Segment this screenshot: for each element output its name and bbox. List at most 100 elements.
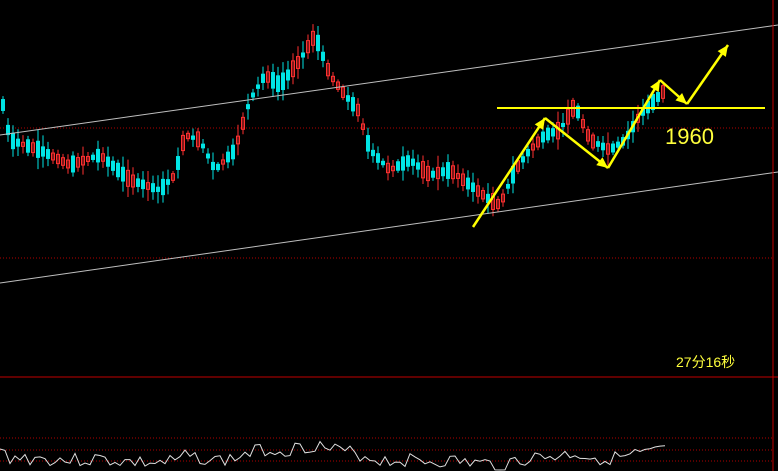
dotted-price-levels xyxy=(0,127,773,259)
candle-6 xyxy=(31,138,35,157)
candle-82 xyxy=(411,149,415,175)
candle-38 xyxy=(191,128,195,147)
candle-94 xyxy=(471,172,475,202)
candle-19 xyxy=(96,140,100,171)
candle-76 xyxy=(381,158,385,168)
candle-39 xyxy=(196,128,200,151)
candle-121 xyxy=(606,132,610,166)
candle-81 xyxy=(406,150,410,172)
candle-20 xyxy=(101,147,105,168)
candle-80 xyxy=(401,146,405,181)
candle-5 xyxy=(26,135,30,157)
candle-32 xyxy=(161,171,165,203)
candle-68 xyxy=(341,84,345,101)
candle-23 xyxy=(116,159,120,181)
candle-77 xyxy=(386,155,390,181)
candle-21 xyxy=(106,146,110,177)
candle-4 xyxy=(21,135,25,154)
candle-83 xyxy=(416,154,420,178)
candle-65 xyxy=(326,59,330,80)
candle-22 xyxy=(111,156,115,176)
candle-54 xyxy=(271,63,275,97)
candle-96 xyxy=(481,187,485,203)
candle-43 xyxy=(216,161,220,173)
candle-42 xyxy=(211,152,215,180)
candle-130 xyxy=(651,91,655,113)
candle-85 xyxy=(426,160,430,187)
candle-117 xyxy=(586,125,590,145)
candle-7 xyxy=(36,129,40,170)
candle-98 xyxy=(491,186,495,217)
candle-106 xyxy=(531,135,535,159)
level-label-1960: 1960 xyxy=(665,124,714,149)
candle-120 xyxy=(601,136,605,157)
projection-arrow-4 xyxy=(659,79,688,105)
candle-92 xyxy=(461,168,465,192)
candle-13 xyxy=(66,154,70,174)
candle-28 xyxy=(141,171,145,198)
candle-62 xyxy=(311,24,315,53)
candle-86 xyxy=(431,167,435,181)
candle-9 xyxy=(46,141,50,167)
candle-11 xyxy=(56,149,60,169)
candle-34 xyxy=(171,171,175,183)
candle-122 xyxy=(611,140,615,156)
candle-29 xyxy=(146,171,150,201)
candle-61 xyxy=(306,34,310,59)
candle-100 xyxy=(501,189,505,207)
candle-57 xyxy=(286,60,290,90)
candle-64 xyxy=(321,45,325,68)
candle-26 xyxy=(131,167,135,195)
candle-118 xyxy=(591,132,595,151)
candle-45 xyxy=(226,145,230,169)
candle-36 xyxy=(181,130,185,156)
projection-arrow-3 xyxy=(606,79,662,169)
candle-51 xyxy=(256,76,260,97)
candle-40 xyxy=(201,139,205,153)
projection-arrow-2 xyxy=(544,117,609,169)
lower-channel-line xyxy=(0,171,778,284)
candle-84 xyxy=(421,155,425,184)
candle-70 xyxy=(351,92,355,117)
candle-75 xyxy=(376,146,380,170)
candle-59 xyxy=(296,46,300,79)
candle-2 xyxy=(11,125,15,157)
candle-41 xyxy=(206,148,210,164)
candle-113 xyxy=(566,99,570,134)
candle-25 xyxy=(126,159,130,197)
oscillator-line xyxy=(0,440,666,471)
candle-31 xyxy=(156,175,160,204)
candle-53 xyxy=(266,65,270,89)
candle-89 xyxy=(446,154,450,187)
projection-arrow-5 xyxy=(685,44,730,105)
candle-91 xyxy=(456,164,460,188)
candle-101 xyxy=(506,178,510,194)
candle-95 xyxy=(476,178,480,204)
candle-24 xyxy=(121,156,125,192)
candle-37 xyxy=(186,130,190,142)
candle-16 xyxy=(81,146,85,175)
candle-18 xyxy=(91,152,95,163)
candle-116 xyxy=(581,114,585,134)
candle-12 xyxy=(61,153,65,170)
projection-arrows xyxy=(471,44,730,228)
candle-1 xyxy=(6,118,10,142)
candle-8 xyxy=(41,135,45,168)
candle-49 xyxy=(246,93,250,120)
candle-72 xyxy=(361,118,365,136)
projection-arrow-1 xyxy=(471,117,547,228)
upper-channel-line xyxy=(0,24,778,136)
candle-79 xyxy=(396,159,400,173)
candle-60 xyxy=(301,41,305,69)
candle-35 xyxy=(176,147,180,179)
candle-109 xyxy=(546,124,550,144)
candle-74 xyxy=(371,143,375,163)
candle-10 xyxy=(51,148,55,165)
candle-90 xyxy=(451,160,455,184)
candle-55 xyxy=(276,66,280,101)
candle-119 xyxy=(596,136,600,152)
candle-44 xyxy=(221,153,225,171)
candle-52 xyxy=(261,66,265,91)
candle-15 xyxy=(76,152,80,172)
candle-series xyxy=(1,24,665,217)
